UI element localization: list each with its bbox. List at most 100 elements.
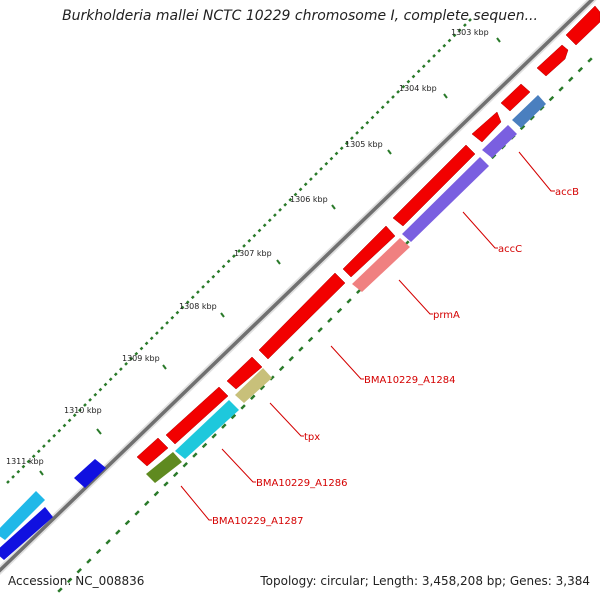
- gene-arrow-fwd-8[interactable]: [226, 356, 263, 390]
- gene-arrow-fwd-3[interactable]: [500, 83, 531, 112]
- scale-tick: [144, 341, 149, 346]
- accession-text: Accession: NC_008836: [8, 574, 145, 588]
- gene-arrow-fwd-5[interactable]: [392, 144, 476, 227]
- tick-label-1308: 1308 kbp: [179, 302, 217, 311]
- scale-tick: [548, 95, 555, 102]
- scale-tick: [88, 398, 92, 402]
- scale-tick: [226, 259, 231, 264]
- gene-accC-body[interactable]: [402, 157, 489, 242]
- scale-tick: [221, 264, 226, 269]
- scale-tick: [78, 408, 82, 412]
- scale-tick: [196, 290, 200, 294]
- scale-tick: [375, 110, 380, 115]
- scale-tick: [113, 372, 118, 377]
- gene-tpx[interactable]: [235, 368, 272, 403]
- gene-label-BMA10229_A1284[interactable]: BMA10229_A1284: [364, 375, 455, 386]
- gene-BMA10229_A1287[interactable]: [146, 452, 182, 483]
- scale-tick: [206, 279, 211, 284]
- scale-tick: [396, 90, 400, 94]
- gene-arrow-fwd-4[interactable]: [471, 111, 502, 143]
- scale-tick: [98, 387, 103, 392]
- scale-tick: [421, 64, 426, 69]
- scale-tick: [165, 321, 169, 325]
- gene-arrow-fwd-9[interactable]: [165, 386, 229, 445]
- scale-tick: [468, 18, 472, 22]
- scale-tick: [93, 392, 98, 397]
- scale-tick: [288, 197, 293, 202]
- gene-BMA10229_A1286[interactable]: [175, 400, 239, 459]
- scale-tick: [380, 105, 385, 110]
- tick-label-1310: 1310 kbp: [64, 406, 102, 415]
- gene-blue-small[interactable]: [74, 459, 106, 488]
- scale-tick: [307, 336, 314, 343]
- gene-label-accB[interactable]: accB: [555, 187, 579, 198]
- scale-tick: [95, 548, 102, 555]
- scale-tick: [293, 192, 298, 197]
- scale-tick: [267, 218, 272, 223]
- gene-label-accC[interactable]: accC: [498, 244, 522, 255]
- tick-label-1304: 1304 kbp: [399, 84, 437, 93]
- tick-pointers: [39, 37, 501, 476]
- scale-tick: [257, 228, 262, 233]
- gene-prmA[interactable]: [352, 238, 410, 292]
- gene-accB[interactable]: [512, 95, 546, 128]
- scale-tick: [6, 480, 10, 484]
- scale-tick: [201, 285, 205, 289]
- scale-tick: [314, 172, 318, 176]
- scale-tick: [262, 223, 267, 228]
- scale-tick: [437, 48, 442, 53]
- scale-tick: [577, 66, 584, 73]
- scale-tick: [221, 423, 227, 429]
- gene-arrow-fwd-10[interactable]: [136, 437, 169, 467]
- scale-tick: [21, 464, 26, 469]
- scale-tick: [11, 475, 15, 479]
- gene-label-BMA10229_A1286[interactable]: BMA10229_A1286: [256, 478, 347, 489]
- scale-tick: [76, 568, 82, 574]
- tick-label-1307: 1307 kbp: [234, 249, 272, 258]
- gene-skyblue[interactable]: [0, 491, 45, 540]
- scale-tick: [416, 69, 421, 74]
- scale-tick: [370, 115, 375, 120]
- gene-label-prmA[interactable]: prmA: [433, 310, 460, 321]
- tick-label-1303: 1303 kbp: [451, 28, 489, 37]
- gene-label-BMA10229_A1287[interactable]: BMA10229_A1287: [212, 516, 303, 527]
- scale-tick: [344, 141, 349, 146]
- scale-tick: [252, 233, 257, 238]
- scale-tick: [83, 403, 87, 407]
- scale-tick: [134, 351, 139, 356]
- scale-tick: [298, 187, 303, 192]
- scale-tick: [180, 305, 185, 310]
- scale-tick: [346, 298, 352, 304]
- gene-arrow-fwd-7[interactable]: [258, 272, 346, 360]
- scale-tick: [124, 519, 131, 526]
- gene-accC[interactable]: [482, 125, 517, 158]
- scale-tick: [57, 587, 63, 593]
- gene-arrow-fwd-1[interactable]: [565, 5, 600, 46]
- scale-tick: [288, 356, 294, 362]
- scale-tick: [336, 307, 343, 314]
- scale-tick: [309, 177, 313, 181]
- scale-tick: [442, 43, 447, 48]
- scale-tick: [568, 76, 574, 82]
- scale-tick: [139, 346, 144, 351]
- scale-tick: [365, 120, 370, 125]
- scale-tick: [66, 577, 73, 584]
- scale-tick: [155, 331, 159, 335]
- gene-arrow-fwd-2[interactable]: [536, 44, 569, 77]
- gene-arrow-fwd-6[interactable]: [342, 225, 396, 278]
- scale-tick: [163, 481, 169, 487]
- scale-tick: [406, 79, 411, 84]
- scale-tick: [201, 442, 208, 449]
- scale-tick: [149, 336, 154, 341]
- scale-tick: [16, 469, 21, 474]
- scale-tick: [185, 300, 190, 305]
- genome-summary-text: Topology: circular; Length: 3,458,208 bp…: [260, 574, 590, 588]
- gene-label-tpx[interactable]: tpx: [304, 432, 320, 443]
- scale-tick: [247, 238, 252, 243]
- scale-tick: [250, 394, 256, 400]
- scale-tick: [129, 356, 134, 361]
- scale-tick: [57, 428, 62, 433]
- scale-tick: [278, 365, 285, 372]
- gene-blue-large[interactable]: [0, 507, 53, 560]
